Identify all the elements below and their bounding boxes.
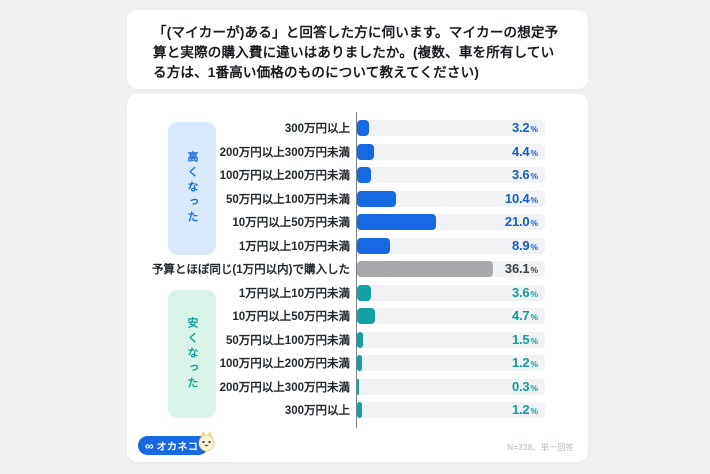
group-label-lower: 安くなった (186, 316, 198, 392)
bar-zone: 1.5% (356, 331, 588, 348)
bar-track: 3.6% (357, 167, 545, 183)
bar-zone: 3.6% (356, 167, 588, 183)
question-card: 「(マイカーが)ある」と回答した方に伺います。マイカーの想定予算と実際の購入費に… (127, 10, 588, 89)
chart-row: 50万円以上100万円未満 1.5% (127, 331, 588, 348)
bar-zone: 10.4% (356, 190, 588, 207)
infinity-icon: ∞ (145, 438, 154, 453)
bar (357, 402, 362, 418)
chart-row: 200万円以上300万円未満 0.3% (127, 378, 588, 395)
logo-text: オカネコ (156, 442, 199, 453)
category-label: 10万円以上50万円未満 (232, 217, 350, 229)
group-label-higher: 高くなった (186, 151, 198, 226)
sample-size-note: N=338、単一回答 (507, 443, 574, 452)
bar-track: 0.3% (357, 378, 545, 395)
category-label: 1万円以上10万円未満 (238, 287, 350, 300)
bar-zone: 21.0% (356, 214, 588, 230)
category-label: 50万円以上100万円未満 (226, 334, 350, 347)
bar-zone: 1.2% (356, 355, 588, 371)
bar-zone: 36.1% (356, 261, 588, 277)
bar (357, 237, 391, 254)
category-label: 200万円以上300万円未満 (219, 146, 350, 159)
bar-zone: 0.3% (356, 378, 588, 395)
chart-row: 予算とほぼ同じ(1万円以内)で購入した 36.1% (127, 261, 588, 277)
value-label: 4.7% (511, 308, 538, 323)
category-label: 10万円以上50万円未満 (232, 311, 350, 323)
value-label: 3.6% (511, 167, 538, 182)
bar-zone: 3.6% (356, 284, 588, 301)
bar (357, 120, 370, 136)
chart-row: 1万円以上10万円未満 3.6% (127, 284, 588, 301)
chart-row: 300万円以上 3.2% (127, 120, 588, 136)
bar-track: 8.9% (357, 237, 545, 254)
category-label: 200万円以上300万円未満 (219, 381, 350, 394)
bar (357, 143, 374, 160)
bar-zone: 4.4% (356, 143, 588, 160)
bar (357, 378, 359, 395)
value-label: 1.5% (511, 331, 538, 347)
category-label: 300万円以上 (284, 123, 350, 135)
chart-card: 高くなった 安くなった 300万円以上 3.2% 200万円以上300万円未満 4.4… (127, 94, 588, 462)
value-label: 3.2% (511, 120, 538, 135)
chart-row: 100万円以上200万円未満 1.2% (127, 355, 588, 371)
bar-track: 3.2% (357, 120, 545, 136)
bar (357, 355, 362, 371)
bar-track: 21.0% (357, 214, 545, 230)
survey-question: 「(マイカーが)ある」と回答した方に伺います。マイカーの想定予算と実際の購入費に… (153, 25, 559, 80)
cat-mascot-icon (198, 432, 215, 452)
value-label: 0.3% (511, 378, 538, 394)
bar-track: 4.7% (357, 308, 545, 324)
bar-chart: 300万円以上 3.2% 200万円以上300万円未満 4.4% 100万円以上200万… (127, 120, 588, 426)
group-box-lower: 安くなった (168, 290, 216, 418)
category-label: 50万円以上100万円未満 (226, 193, 350, 206)
axis-baseline (356, 112, 357, 428)
bar (357, 167, 371, 183)
value-label: 21.0% (504, 214, 538, 229)
bar-zone: 3.2% (356, 120, 588, 136)
category-label: 1万円以上10万円未満 (238, 240, 350, 253)
bar-track: 3.6% (357, 284, 545, 301)
chart-row: 100万円以上200万円未満 3.6% (127, 167, 588, 183)
value-label: 36.1% (504, 261, 538, 276)
bar (357, 284, 371, 301)
okaneko-logo: ∞ オカネコ (138, 432, 215, 455)
value-label: 8.9% (511, 237, 538, 253)
chart-row: 10万円以上50万円未満 21.0% (127, 214, 588, 230)
bar-track: 1.2% (357, 355, 545, 371)
bar (357, 331, 363, 348)
bar-track: 4.4% (357, 143, 545, 160)
category-label: 300万円以上 (284, 405, 350, 417)
bar-zone: 8.9% (356, 237, 588, 254)
bar-zone: 4.7% (356, 308, 588, 324)
bar (357, 214, 436, 230)
chart-row: 50万円以上100万円未満 10.4% (127, 190, 588, 207)
bar-zone: 1.2% (356, 402, 588, 418)
bar-track: 1.5% (357, 331, 545, 348)
value-label: 4.4% (511, 143, 538, 159)
chart-row: 1万円以上10万円未満 8.9% (127, 237, 588, 254)
category-label: 100万円以上200万円未満 (219, 170, 350, 182)
chart-row: 300万円以上 1.2% (127, 402, 588, 418)
chart-row: 200万円以上300万円未満 4.4% (127, 143, 588, 160)
bar (357, 261, 493, 277)
value-label: 1.2% (511, 402, 538, 417)
category-label: 予算とほぼ同じ(1万円以内)で購入した (151, 264, 350, 276)
bar-track: 1.2% (357, 402, 545, 418)
bar (357, 190, 397, 207)
value-label: 3.6% (511, 284, 538, 300)
bar (357, 308, 375, 324)
value-label: 1.2% (511, 355, 538, 370)
group-box-higher: 高くなった (168, 122, 216, 255)
category-label: 100万円以上200万円未満 (219, 358, 350, 370)
bar-track: 36.1% (357, 261, 545, 277)
chart-row: 10万円以上50万円未満 4.7% (127, 308, 588, 324)
value-label: 10.4% (504, 190, 538, 206)
bar-track: 10.4% (357, 190, 545, 207)
